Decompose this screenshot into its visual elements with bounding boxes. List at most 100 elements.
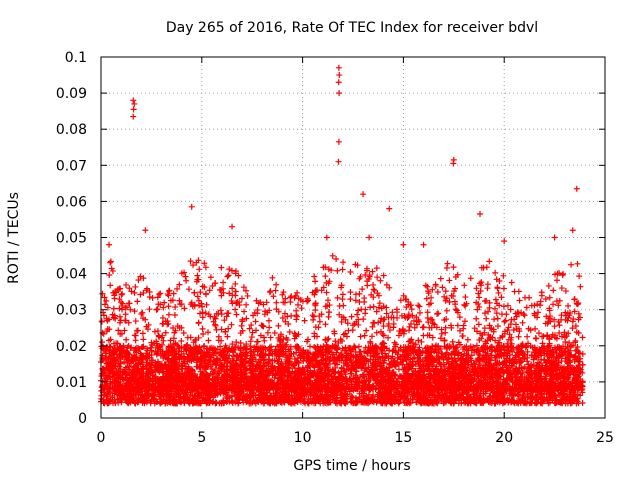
data-point bbox=[524, 348, 531, 355]
data-point bbox=[206, 393, 213, 400]
data-point bbox=[559, 400, 566, 407]
data-point bbox=[450, 400, 457, 407]
data-point bbox=[398, 312, 405, 319]
data-point bbox=[485, 308, 492, 315]
data-point bbox=[358, 399, 365, 406]
data-point bbox=[149, 357, 156, 364]
data-point bbox=[265, 352, 272, 359]
data-point bbox=[127, 344, 134, 351]
data-point bbox=[423, 360, 430, 367]
data-point bbox=[202, 310, 209, 317]
data-point bbox=[567, 391, 574, 398]
data-point bbox=[183, 342, 190, 349]
data-point bbox=[492, 354, 499, 361]
data-point bbox=[518, 347, 525, 354]
data-point bbox=[434, 288, 441, 295]
data-point bbox=[212, 321, 219, 328]
data-point bbox=[353, 400, 360, 407]
data-point bbox=[349, 360, 356, 367]
data-point bbox=[163, 396, 170, 403]
data-point bbox=[338, 391, 345, 398]
data-point bbox=[134, 298, 141, 305]
data-point bbox=[459, 333, 466, 340]
data-point bbox=[242, 352, 249, 359]
data-point bbox=[271, 330, 278, 337]
data-point bbox=[523, 400, 530, 407]
data-point bbox=[329, 396, 336, 403]
data-point bbox=[415, 302, 422, 309]
data-point bbox=[195, 319, 202, 326]
data-point bbox=[492, 400, 499, 407]
data-point bbox=[143, 359, 150, 366]
data-point bbox=[225, 272, 232, 279]
data-point bbox=[340, 259, 347, 266]
data-point bbox=[467, 371, 474, 378]
data-point bbox=[130, 392, 137, 399]
data-point bbox=[271, 357, 278, 364]
data-point bbox=[301, 398, 308, 405]
data-point bbox=[373, 329, 380, 336]
data-point bbox=[422, 363, 429, 370]
data-point bbox=[374, 393, 381, 400]
data-point bbox=[556, 322, 563, 329]
data-point bbox=[281, 399, 288, 406]
data-point bbox=[257, 392, 264, 399]
data-point bbox=[497, 396, 504, 403]
data-point bbox=[112, 400, 119, 407]
data-point bbox=[557, 345, 564, 352]
data-point bbox=[180, 394, 187, 401]
data-point bbox=[165, 392, 172, 399]
data-point bbox=[243, 315, 250, 322]
data-point bbox=[240, 344, 247, 351]
data-point bbox=[571, 396, 578, 403]
data-point bbox=[305, 350, 312, 357]
data-point bbox=[515, 343, 522, 350]
data-point bbox=[411, 324, 418, 331]
data-point bbox=[181, 400, 188, 407]
data-point bbox=[459, 346, 466, 353]
data-point bbox=[285, 353, 292, 360]
data-point bbox=[525, 394, 532, 401]
data-point bbox=[197, 289, 204, 296]
data-point bbox=[315, 397, 322, 404]
data-point bbox=[162, 400, 169, 407]
data-point bbox=[142, 397, 149, 404]
data-point bbox=[326, 399, 333, 406]
data-point bbox=[509, 391, 516, 398]
data-point bbox=[391, 371, 398, 378]
data-point bbox=[484, 396, 491, 403]
data-point bbox=[459, 390, 466, 397]
data-point bbox=[542, 295, 549, 302]
data-point bbox=[465, 400, 472, 407]
data-point bbox=[310, 351, 317, 358]
data-point bbox=[500, 360, 507, 367]
data-point bbox=[419, 395, 425, 402]
data-point bbox=[552, 392, 559, 399]
data-point bbox=[197, 400, 204, 407]
data-point bbox=[99, 339, 106, 346]
data-point bbox=[135, 396, 142, 403]
data-point bbox=[441, 399, 448, 406]
data-point bbox=[221, 399, 228, 406]
data-point bbox=[274, 358, 281, 365]
data-point bbox=[229, 393, 236, 400]
data-point bbox=[575, 400, 582, 407]
data-point bbox=[456, 395, 463, 402]
data-point bbox=[276, 396, 283, 403]
data-point bbox=[274, 389, 281, 396]
data-point bbox=[212, 367, 219, 374]
data-point bbox=[126, 363, 133, 370]
data-point bbox=[451, 392, 458, 399]
data-point bbox=[193, 399, 200, 406]
data-point bbox=[547, 393, 554, 400]
data-point bbox=[445, 352, 452, 359]
data-point bbox=[501, 350, 508, 357]
data-point bbox=[579, 351, 586, 358]
data-point bbox=[100, 396, 107, 403]
data-point bbox=[225, 325, 232, 332]
data-point bbox=[509, 348, 516, 355]
data-point bbox=[397, 344, 404, 351]
data-point bbox=[396, 390, 403, 397]
data-point bbox=[287, 400, 294, 407]
